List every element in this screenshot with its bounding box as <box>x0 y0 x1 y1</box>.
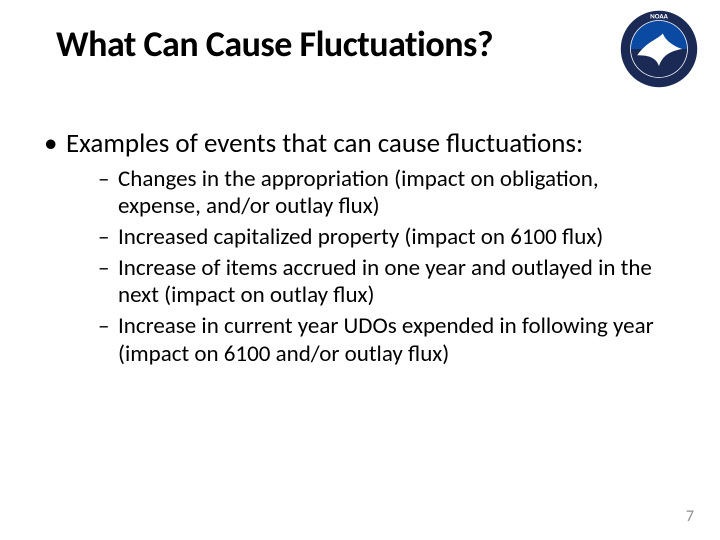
noaa-logo: NOAA <box>620 10 698 93</box>
list-item: Increased capitalized property (impact o… <box>94 224 660 251</box>
bullet-list-level1: Examples of events that can cause fluctu… <box>38 128 660 368</box>
bullet-text: Increased capitalized property (impact o… <box>118 223 603 251</box>
page-number: 7 <box>686 507 694 526</box>
slide: What Can Cause Fluctuations? NOAA Exampl… <box>0 0 720 540</box>
bullet-text: Examples of events that can cause fluctu… <box>66 127 583 160</box>
bullet-list-level2: Changes in the appropriation (impact on … <box>66 166 660 368</box>
list-item: Increase in current year UDOs expended i… <box>94 313 660 367</box>
slide-title: What Can Cause Fluctuations? <box>56 22 493 66</box>
list-item: Examples of events that can cause fluctu… <box>38 128 660 368</box>
list-item: Changes in the appropriation (impact on … <box>94 166 660 220</box>
slide-body: Examples of events that can cause fluctu… <box>38 128 660 376</box>
bullet-text: Increase in current year UDOs expended i… <box>118 312 654 367</box>
bullet-text: Increase of items accrued in one year an… <box>118 254 652 309</box>
list-item: Increase of items accrued in one year an… <box>94 255 660 309</box>
noaa-logo-icon: NOAA <box>620 10 698 88</box>
bullet-text: Changes in the appropriation (impact on … <box>118 165 599 220</box>
svg-text:NOAA: NOAA <box>650 12 668 21</box>
